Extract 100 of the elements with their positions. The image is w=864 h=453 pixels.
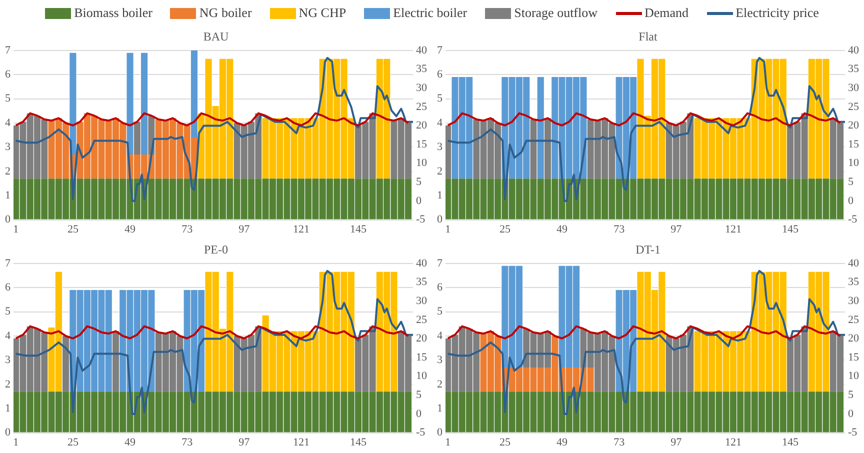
- y-tick-label: 0: [5, 214, 11, 226]
- x-tick-label: 145: [350, 436, 368, 448]
- y2-tick-label: 20: [848, 332, 860, 345]
- y2-tick-label: 35: [848, 276, 860, 288]
- x-tick-label: 97: [238, 223, 250, 236]
- y-tick-label: 4: [437, 116, 443, 129]
- chart-title: DT-1: [636, 242, 660, 256]
- y2-tick-label: 35: [848, 63, 860, 76]
- y-tick-label: 6: [437, 68, 443, 80]
- y2-tick-label: 20: [848, 120, 860, 132]
- x-tick-label: 73: [182, 223, 194, 236]
- y-tick-label: 7: [5, 44, 11, 56]
- y2-tick-label: 15: [416, 138, 428, 150]
- x-tick-label: 73: [614, 223, 626, 236]
- y2-tick-label: 40: [848, 257, 860, 270]
- y2-tick-label: -5: [848, 214, 858, 226]
- legend-label: Storage outflow: [514, 5, 598, 21]
- x-tick-label: 121: [724, 436, 742, 448]
- y-tick-label: 7: [5, 257, 11, 270]
- y2-tick-label: 0: [416, 408, 422, 420]
- x-tick-label: 121: [292, 223, 310, 236]
- chart-title: BAU: [203, 29, 229, 44]
- y-tick-label: 3: [437, 141, 443, 154]
- y2-tick-label: 40: [848, 44, 860, 56]
- x-tick-label: 97: [670, 223, 682, 236]
- y-tick-label: 6: [437, 281, 443, 294]
- y-tick-label: 3: [437, 354, 443, 366]
- y-tick-label: 1: [5, 402, 10, 414]
- y2-tick-label: 5: [416, 176, 422, 188]
- y2-tick-label: 20: [416, 332, 428, 345]
- y-tick-label: 0: [5, 426, 11, 439]
- legend-label: NG CHP: [298, 5, 346, 21]
- x-tick-label: 49: [124, 436, 136, 448]
- y-tick-label: 5: [437, 92, 443, 105]
- y-tick-label: 4: [437, 330, 443, 342]
- y-tick-label: 5: [5, 92, 11, 105]
- x-tick-label: 145: [782, 223, 800, 236]
- y2-tick-label: 15: [416, 351, 428, 364]
- y-tick-label: 5: [437, 306, 443, 318]
- y2-tick-label: 0: [416, 194, 422, 207]
- y2-tick-label: 5: [848, 176, 854, 188]
- x-tick-label: 1: [445, 223, 451, 236]
- x-tick-label: 97: [670, 436, 682, 448]
- y-tick-label: 3: [5, 141, 11, 154]
- y2-tick-label: 25: [416, 314, 428, 326]
- y2-tick-label: 15: [848, 351, 860, 364]
- y2-tick-label: 25: [416, 100, 428, 113]
- legend-label: Electricity price: [736, 5, 819, 21]
- x-tick-label: 121: [724, 223, 742, 236]
- y-tick-label: 0: [437, 426, 443, 439]
- legend-label: Biomass boiler: [74, 5, 152, 21]
- y2-tick-label: 25: [848, 314, 860, 326]
- x-tick-label: 1: [13, 436, 19, 448]
- y2-tick-label: 40: [416, 44, 428, 56]
- legend-label: Demand: [644, 5, 689, 21]
- y2-tick-label: 5: [416, 389, 422, 402]
- x-tick-label: 25: [67, 223, 79, 236]
- y-tick-label: 2: [437, 378, 442, 390]
- x-tick-label: 121: [292, 436, 310, 448]
- x-tick-label: 49: [556, 223, 568, 236]
- x-tick-label: 145: [350, 223, 368, 236]
- y2-tick-label: 10: [848, 157, 860, 170]
- legend-label: Electric boiler: [393, 5, 468, 21]
- y2-tick-label: -5: [848, 426, 858, 439]
- y-tick-label: 3: [5, 354, 11, 366]
- x-tick-label: 25: [499, 223, 511, 236]
- y-tick-label: 1: [437, 402, 442, 414]
- x-tick-label: 97: [238, 436, 250, 448]
- y-tick-label: 2: [5, 165, 10, 178]
- x-tick-label: 49: [124, 223, 136, 236]
- x-tick-label: 25: [67, 436, 79, 448]
- y-tick-label: 2: [437, 165, 442, 178]
- y-tick-label: 6: [5, 281, 11, 294]
- y2-tick-label: 30: [416, 82, 428, 94]
- x-tick-label: 73: [182, 436, 194, 448]
- y2-tick-label: 30: [416, 294, 428, 307]
- y2-tick-label: 10: [416, 370, 428, 382]
- y-tick-label: 7: [437, 44, 443, 56]
- y2-tick-label: 40: [416, 257, 428, 270]
- x-tick-label: 145: [782, 436, 800, 448]
- x-tick-label: 25: [499, 436, 511, 448]
- y2-tick-label: 30: [848, 294, 860, 307]
- y2-tick-label: 20: [416, 120, 428, 132]
- y-tick-label: 4: [5, 116, 11, 129]
- y2-tick-label: 30: [848, 82, 860, 94]
- chart-title: Flat: [638, 29, 658, 44]
- y2-tick-label: 25: [848, 100, 860, 113]
- y2-tick-label: 5: [848, 389, 854, 402]
- y2-tick-label: 10: [848, 370, 860, 382]
- y-tick-label: 1: [5, 189, 10, 202]
- y2-tick-label: 35: [416, 276, 428, 288]
- x-tick-label: 1: [445, 436, 451, 448]
- x-tick-label: 49: [556, 436, 568, 448]
- y-tick-label: 5: [5, 306, 11, 318]
- y-tick-label: 7: [437, 257, 443, 270]
- y-tick-label: 0: [437, 214, 443, 226]
- y2-tick-label: 35: [416, 63, 428, 76]
- y2-tick-label: -5: [416, 426, 426, 439]
- x-tick-label: 73: [614, 436, 626, 448]
- chart-title: PE-0: [204, 242, 228, 256]
